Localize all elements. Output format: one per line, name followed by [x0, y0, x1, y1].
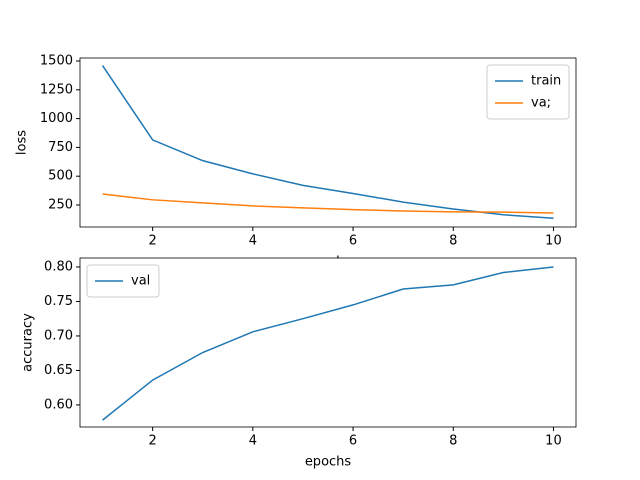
legend-label: val	[131, 274, 150, 289]
y-tick-label: 750	[48, 140, 73, 155]
y-tick-label: 250	[48, 197, 73, 212]
plot-background	[80, 258, 576, 427]
y-tick-label: 0.65	[44, 363, 73, 378]
x-tick-label: 2	[149, 234, 157, 249]
x-tick-label: 4	[249, 434, 257, 449]
axes-frame	[79, 257, 577, 428]
y-tick-label: 0.80	[44, 259, 73, 274]
y-tick-label: 500	[48, 169, 73, 184]
x-tick-label: 4	[249, 234, 257, 249]
y-tick-label: 1000	[40, 111, 73, 126]
y-tick-label: 1500	[40, 53, 73, 68]
x-tick-label: 6	[349, 434, 357, 449]
y-axis-label: loss	[15, 130, 30, 155]
x-tick-label: 2	[149, 434, 157, 449]
x-tick-label: 8	[449, 434, 457, 449]
x-tick-label: 10	[545, 234, 562, 249]
data-line	[102, 193, 554, 214]
legend-label: va;	[531, 96, 551, 111]
x-tick-label: 10	[545, 434, 562, 449]
y-tick-label: 0.75	[44, 294, 73, 309]
y-tick-label: 0.70	[44, 328, 73, 343]
data-line	[102, 266, 554, 421]
y-tick-label: 1250	[40, 82, 73, 97]
x-tick-label: 6	[349, 234, 357, 249]
y-tick-label: 0.60	[44, 397, 73, 412]
y-axis-label: accuracy	[21, 313, 36, 372]
legend-label: train	[531, 74, 561, 89]
legend-box	[486, 64, 570, 120]
x-tick-label: 8	[449, 234, 457, 249]
axes-frame	[79, 57, 577, 228]
x-axis-label: epochs	[305, 455, 352, 470]
